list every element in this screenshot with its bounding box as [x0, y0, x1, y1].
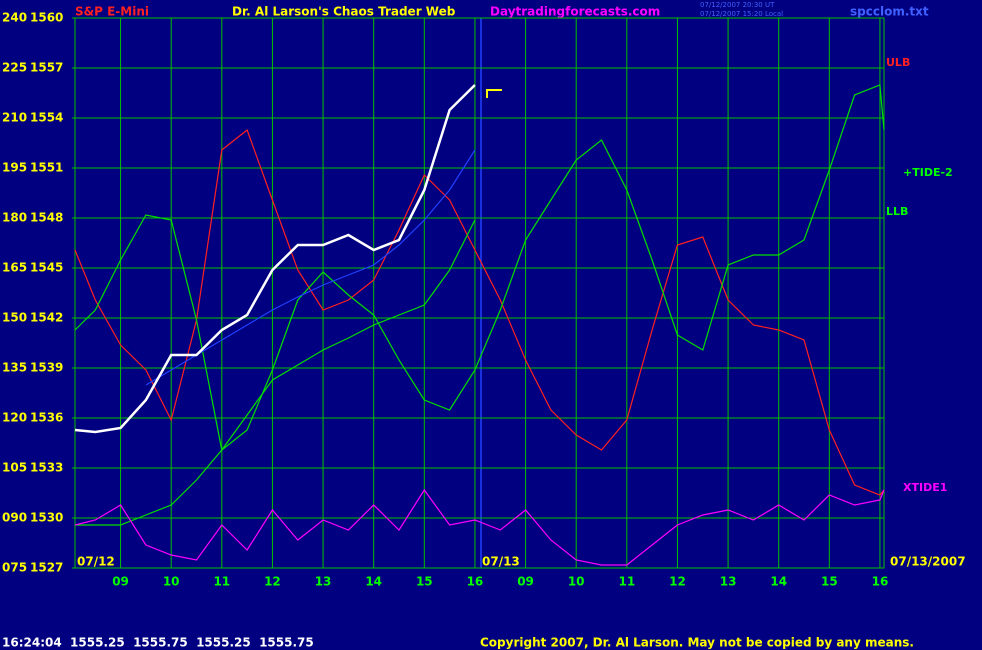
- series-line: [74, 84, 476, 434]
- y2-tick-label: 1557: [30, 61, 63, 75]
- y-tick-label: 210: [2, 111, 27, 125]
- annotation: LLB: [886, 205, 908, 218]
- y-tick-label: 165: [2, 261, 27, 275]
- series-line: [74, 488, 885, 566]
- x-tick-label: 13: [720, 575, 737, 589]
- copyright: Copyright 2007, Dr. Al Larson. May not b…: [480, 636, 914, 650]
- y2-tick-label: 1530: [30, 511, 63, 525]
- y-tick-label: 150: [2, 311, 27, 325]
- x-tick-label: 10: [568, 575, 585, 589]
- x-tick-label: 14: [770, 575, 787, 589]
- website: Daytradingforecasts.com: [490, 5, 660, 19]
- date-label: 07/13: [482, 555, 520, 569]
- bracket: [486, 89, 502, 98]
- y2-tick-label: 1536: [30, 411, 63, 425]
- y2-tick-label: 1548: [30, 211, 63, 225]
- date-label: 07/13/2007: [890, 555, 966, 569]
- x-tick-label: 15: [821, 575, 838, 589]
- y2-tick-label: 1533: [30, 461, 63, 475]
- x-tick-label: 09: [517, 575, 534, 589]
- x-tick-label: 11: [213, 575, 230, 589]
- symbol: S&P E-Mini: [75, 5, 149, 19]
- y-tick-label: 180: [2, 211, 27, 225]
- file-name: spcclom.txt: [850, 5, 929, 19]
- x-tick-label: 13: [315, 575, 332, 589]
- series-line: [74, 129, 885, 496]
- date-label: 07/12: [77, 555, 115, 569]
- timestamp: 07/12/2007 20:30 UT: [700, 1, 775, 9]
- y2-tick-label: 1545: [30, 261, 63, 275]
- x-tick-label: 14: [365, 575, 382, 589]
- x-tick-label: 12: [669, 575, 686, 589]
- y2-tick-label: 1527: [30, 561, 63, 575]
- y-tick-label: 075: [2, 561, 27, 575]
- y-tick-label: 135: [2, 361, 27, 375]
- x-tick-label: 16: [467, 575, 484, 589]
- y2-tick-label: 1560: [30, 11, 63, 25]
- x-tick-label: 10: [163, 575, 180, 589]
- x-tick-label: 16: [872, 575, 889, 589]
- chart-title: Dr. Al Larson's Chaos Trader Web: [232, 5, 456, 19]
- y-tick-label: 105: [2, 461, 27, 475]
- series-line: [75, 219, 476, 526]
- y-tick-label: 195: [2, 161, 27, 175]
- x-tick-label: 15: [416, 575, 433, 589]
- x-tick-label: 09: [112, 575, 129, 589]
- annotation: ULB: [886, 56, 910, 69]
- y2-tick-label: 1554: [30, 111, 63, 125]
- x-tick-label: 12: [264, 575, 281, 589]
- y-tick-label: 090: [2, 511, 27, 525]
- y2-tick-label: 1539: [30, 361, 63, 375]
- y-tick-label: 240: [2, 11, 27, 25]
- y-tick-label: 120: [2, 411, 27, 425]
- y2-tick-label: 1551: [30, 161, 63, 175]
- quote: 16:24:04 1555.25 1555.75 1555.25 1555.75: [2, 636, 314, 650]
- x-tick-label: 11: [618, 575, 635, 589]
- plot-frame: [74, 17, 885, 569]
- annotation: +TIDE-2: [903, 166, 953, 179]
- y-tick-label: 225: [2, 61, 27, 75]
- annotation: XTIDE1: [903, 481, 947, 494]
- timestamp: 07/12/2007 15:20 Local: [700, 10, 783, 18]
- series-line: [74, 84, 885, 452]
- y2-tick-label: 1542: [30, 311, 63, 325]
